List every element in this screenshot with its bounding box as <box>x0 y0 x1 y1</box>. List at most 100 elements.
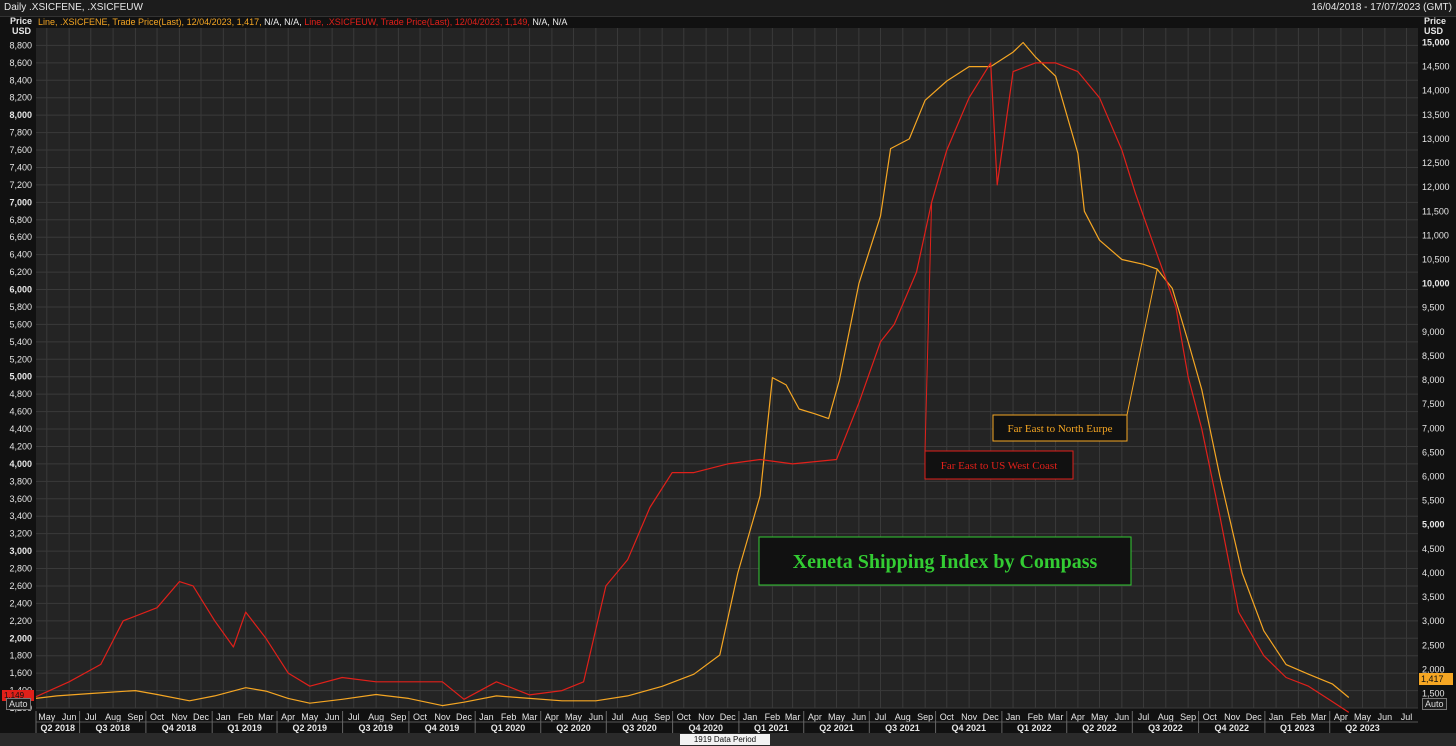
month-label: Jan <box>743 712 758 722</box>
month-label: Mar <box>258 712 274 722</box>
legend-feuw-prefix: Line, .XSICFEUW, Trade Price(Last), <box>304 17 453 27</box>
month-label: Feb <box>1028 712 1044 722</box>
month-label: May <box>565 712 583 722</box>
month-label: Jul <box>1401 712 1413 722</box>
month-label: Aug <box>368 712 384 722</box>
month-label: Apr <box>281 712 295 722</box>
left-tick-label: 1,800 <box>9 651 32 661</box>
left-axis: 1,2001,4001,6001,8002,0002,2002,4002,600… <box>9 40 32 713</box>
left-tick-label: 3,400 <box>9 511 32 521</box>
quarter-label: Q1 2020 <box>491 723 526 733</box>
right-tick-label: 14,500 <box>1422 62 1450 72</box>
month-label: Mar <box>1048 712 1064 722</box>
left-tick-label: 3,600 <box>9 494 32 504</box>
month-label: May <box>1091 712 1109 722</box>
month-label: Jun <box>589 712 604 722</box>
quarter-label: Q2 2021 <box>819 723 854 733</box>
month-label: May <box>301 712 319 722</box>
month-label: Dec <box>193 712 210 722</box>
series-layer <box>35 41 1350 713</box>
quarter-label: Q2 2023 <box>1345 723 1380 733</box>
plot-area <box>36 28 1418 708</box>
right-tick-label: 10,500 <box>1422 254 1450 264</box>
annotation-north-europe-text: Far East to North Eurpe <box>1007 423 1112 435</box>
annotation-leader-us-west-coast <box>924 202 933 452</box>
left-tick-label: 7,800 <box>9 128 32 138</box>
quarter-label: Q4 2021 <box>951 723 986 733</box>
month-label: Sep <box>1180 712 1196 722</box>
legend-fene-prefix: Line, .XSICFENE, Trade Price(Last), <box>38 17 185 27</box>
date-range: 16/04/2018 - 17/07/2023 (GMT) <box>1311 2 1452 13</box>
month-label: Aug <box>632 712 648 722</box>
quarter-label: Q3 2018 <box>95 723 130 733</box>
left-tick-label: 6,200 <box>9 267 32 277</box>
month-label: May <box>828 712 846 722</box>
quarter-label: Q1 2021 <box>754 723 789 733</box>
month-label: Sep <box>654 712 670 722</box>
month-label: Jan <box>1269 712 1284 722</box>
right-tick-label: 6,000 <box>1422 472 1445 482</box>
month-label: Mar <box>1311 712 1327 722</box>
left-tick-label: 4,400 <box>9 424 32 434</box>
right-tick-label: 5,500 <box>1422 496 1445 506</box>
left-tick-label: 5,200 <box>9 354 32 364</box>
month-label: Feb <box>501 712 517 722</box>
quarter-label: Q1 2022 <box>1017 723 1052 733</box>
right-tick-label: 15,000 <box>1422 37 1450 47</box>
month-label: Jun <box>325 712 340 722</box>
left-tick-label: 8,600 <box>9 58 32 68</box>
left-tick-label: 4,600 <box>9 407 32 417</box>
right-tick-label: 7,500 <box>1422 399 1445 409</box>
data-period-label: 1919 Data Period <box>680 734 770 745</box>
month-label: Sep <box>390 712 406 722</box>
left-auto-scale-button[interactable]: Auto <box>6 698 31 710</box>
left-tick-label: 5,000 <box>9 372 32 382</box>
right-tick-label: 9,500 <box>1422 303 1445 313</box>
right-tick-label: 11,000 <box>1422 230 1449 240</box>
series-line-far-east-us-west-coast <box>35 62 1350 713</box>
right-tick-label: 10,000 <box>1422 279 1450 289</box>
last-value-badge-feuw: 1,149 <box>2 690 34 701</box>
left-tick-label: 6,400 <box>9 250 32 260</box>
right-tick-label: 12,000 <box>1422 182 1450 192</box>
month-label: Jan <box>479 712 494 722</box>
left-tick-label: 7,600 <box>9 145 32 155</box>
left-tick-label: 8,800 <box>9 40 32 50</box>
right-tick-label: 8,500 <box>1422 351 1445 361</box>
month-label: Mar <box>785 712 801 722</box>
left-tick-label: 3,800 <box>9 476 32 486</box>
last-value-fene: 1,417 <box>1421 674 1444 684</box>
right-auto-scale-button[interactable]: Auto <box>1422 698 1447 710</box>
quarter-label: Q3 2020 <box>622 723 657 733</box>
month-label: Sep <box>917 712 933 722</box>
annotation-xeneta: Xeneta Shipping Index by Compass <box>758 536 1132 586</box>
left-tick-label: 2,400 <box>9 598 32 608</box>
left-tick-label: 8,400 <box>9 75 32 85</box>
left-tick-label: 4,000 <box>9 459 32 469</box>
right-tick-label: 4,500 <box>1422 544 1445 554</box>
chart-header: Daily .XSICFENE, .XSICFEUW 16/04/2018 - … <box>0 0 1456 17</box>
right-tick-label: 6,500 <box>1422 447 1445 457</box>
left-tick-label: 6,800 <box>9 215 32 225</box>
right-tick-label: 13,500 <box>1422 110 1450 120</box>
month-label: May <box>38 712 56 722</box>
month-label: Nov <box>961 712 978 722</box>
month-label: Dec <box>1246 712 1263 722</box>
month-label: Feb <box>765 712 781 722</box>
annotation-north-europe: Far East to North Eurpe <box>992 414 1128 442</box>
left-tick-label: 5,600 <box>9 319 32 329</box>
left-tick-label: 8,200 <box>9 93 32 103</box>
annotation-us-west-coast-text: Far East to US West Coast <box>941 460 1058 472</box>
month-label: Oct <box>150 712 165 722</box>
left-tick-label: 7,000 <box>9 197 32 207</box>
month-label: Nov <box>698 712 715 722</box>
month-label: Nov <box>1224 712 1241 722</box>
month-label: Aug <box>1158 712 1174 722</box>
right-axis-title: Price <box>1424 16 1446 26</box>
quarter-label: Q2 2018 <box>41 723 76 733</box>
quarter-label: Q4 2022 <box>1214 723 1249 733</box>
left-tick-label: 2,200 <box>9 616 32 626</box>
month-label: Jun <box>852 712 867 722</box>
legend-fene-values: 12/04/2023, 1,417, <box>186 17 262 27</box>
month-label: Oct <box>413 712 428 722</box>
